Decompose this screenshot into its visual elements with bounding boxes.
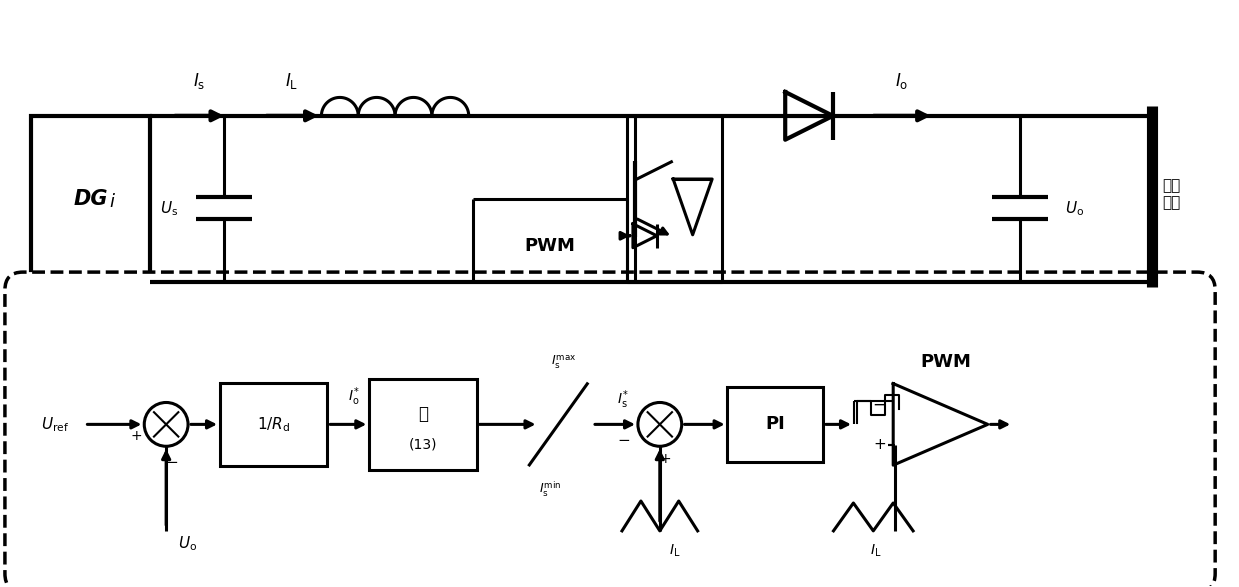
Text: $U_{\rm ref}$: $U_{\rm ref}$ xyxy=(41,415,68,434)
Text: 式: 式 xyxy=(418,406,427,423)
Text: $-$: $-$ xyxy=(872,395,886,413)
Text: (13): (13) xyxy=(409,437,437,451)
Text: $I_{\rm L}$: $I_{\rm L}$ xyxy=(669,542,680,559)
FancyBboxPatch shape xyxy=(5,272,1215,587)
Text: +: + xyxy=(130,429,142,443)
Text: $U_{\rm o}$: $U_{\rm o}$ xyxy=(1066,199,1084,218)
Text: $I_{\rm o}$: $I_{\rm o}$ xyxy=(895,71,908,91)
Text: $I_{\rm s}$: $I_{\rm s}$ xyxy=(193,71,206,91)
Text: PWM: PWM xyxy=(921,353,971,370)
Text: $-$: $-$ xyxy=(165,453,177,468)
Bar xyxy=(219,383,327,466)
Text: $U_{\rm o}$: $U_{\rm o}$ xyxy=(178,534,198,553)
Text: PI: PI xyxy=(766,416,786,433)
Text: $I_{\rm s}^{*}$: $I_{\rm s}^{*}$ xyxy=(617,388,628,411)
Text: $I_{\rm s}^{\rm min}$: $I_{\rm s}^{\rm min}$ xyxy=(539,480,561,499)
Bar xyxy=(31,116,150,282)
Bar xyxy=(727,387,823,462)
Text: $I_{\rm o}^{*}$: $I_{\rm o}^{*}$ xyxy=(348,385,361,408)
Text: $+$: $+$ xyxy=(872,437,886,452)
Text: DG: DG xyxy=(73,189,108,209)
Bar xyxy=(369,379,477,470)
Text: $I_{\rm L}$: $I_{\rm L}$ xyxy=(285,71,299,91)
Text: $1/R_{\rm d}$: $1/R_{\rm d}$ xyxy=(256,415,290,434)
Text: 直流
母线: 直流 母线 xyxy=(1162,178,1181,210)
Text: PWM: PWM xyxy=(524,237,575,255)
Text: $U_{\rm s}$: $U_{\rm s}$ xyxy=(160,199,178,218)
Text: $I_{\rm s}^{\rm max}$: $I_{\rm s}^{\rm max}$ xyxy=(550,354,576,372)
Text: $I_{\rm L}$: $I_{\rm L}$ xyxy=(870,542,881,559)
Text: $-$: $-$ xyxy=(617,431,631,446)
Text: +: + xyxy=(660,452,672,466)
Text: $i$: $i$ xyxy=(109,193,116,211)
